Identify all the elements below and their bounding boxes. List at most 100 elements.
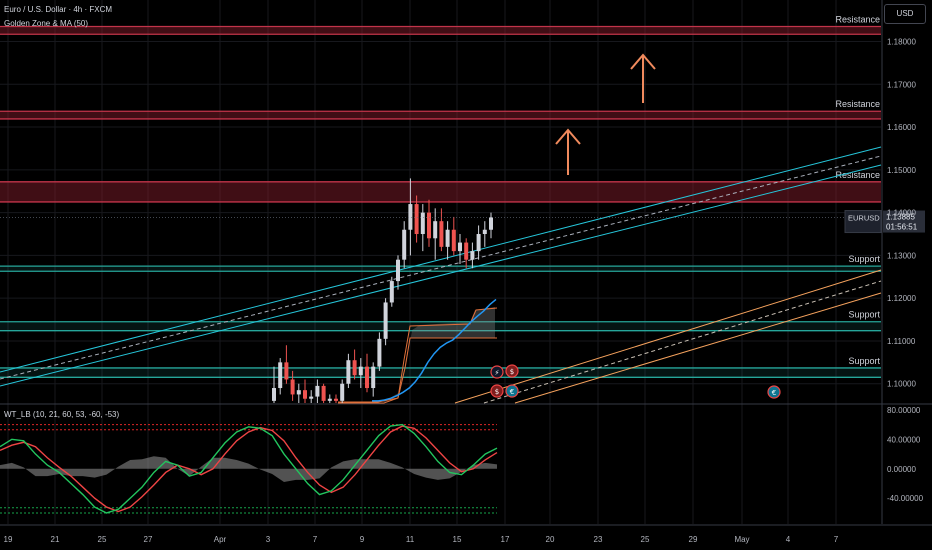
economic-event-icon <box>767 385 781 399</box>
wt1-line <box>0 423 498 514</box>
resistance-zone <box>0 111 881 119</box>
candle-up <box>420 212 425 235</box>
golden-zone-lower <box>338 337 497 404</box>
symbol-tag <box>844 210 882 234</box>
time-tick-label: 3 <box>266 535 271 544</box>
price-tick-label: 1.14000 <box>887 209 916 218</box>
time-tick-label: 7 <box>834 535 839 544</box>
candle-up <box>489 217 493 230</box>
last-price-tag <box>883 210 925 233</box>
up-arrow-head <box>630 53 656 70</box>
symbol-title[interactable]: Euro / U.S. Dollar · 4h · FXCM <box>4 5 113 14</box>
event-markers[interactable]: ⚡ $ $ € € <box>490 364 781 399</box>
resistance-label: Resistance <box>835 99 880 109</box>
time-axis: 19 21 25 27 Apr 3 7 9 11 15 17 20 23 25 29 May 4 7 <box>0 524 932 544</box>
trend-channels <box>0 146 882 404</box>
support-zone <box>0 266 881 272</box>
up-arrows <box>555 53 656 175</box>
time-tick-label: 27 <box>144 535 153 544</box>
wt-oscillator-pane: 80.00000 40.00000 0.00000 -40.00000 <box>0 403 932 514</box>
price-tick-label: 1.16000 <box>887 123 916 132</box>
time-tick-label: 19 <box>4 535 13 544</box>
blue-channel-lower <box>0 164 882 387</box>
time-tick-label: 17 <box>501 535 510 544</box>
economic-event-glyph: ⚡ <box>495 369 500 377</box>
osc-tick-label: 0.00000 <box>887 465 916 474</box>
symbol-tag-text: EURUSD <box>848 214 880 223</box>
wt-histogram <box>0 456 497 483</box>
time-tick-label: 11 <box>406 535 415 544</box>
up-arrow-head <box>555 128 581 145</box>
time-tick-label: 4 <box>786 535 791 544</box>
resistance-zone <box>0 181 881 202</box>
candle-up <box>340 383 345 401</box>
candle-up <box>445 229 450 247</box>
time-tick-label: 25 <box>98 535 107 544</box>
golden-zone-fill <box>378 307 495 402</box>
time-tick-label: 25 <box>641 535 650 544</box>
price-tick-label: 1.10000 <box>887 380 916 389</box>
candle-up <box>383 302 388 339</box>
candle-up <box>346 360 351 384</box>
economic-event-glyph: $ <box>495 388 499 396</box>
time-tick-label: May <box>734 535 749 544</box>
candle-down <box>427 212 431 239</box>
last-price-value: 1.13885 <box>886 213 915 222</box>
candle-down <box>464 242 469 260</box>
resistance-label: Resistance <box>835 15 880 25</box>
time-tick-label: 15 <box>453 535 462 544</box>
economic-event-icon <box>505 364 519 378</box>
economic-event-glyph: € <box>772 389 776 397</box>
candle-up <box>358 366 363 376</box>
price-tick-label: 1.15000 <box>887 166 916 175</box>
candle-down <box>451 229 456 252</box>
golden-zone-upper <box>338 307 498 403</box>
orange-channel-upper <box>454 269 882 404</box>
currency-button[interactable]: USD <box>884 4 926 24</box>
orange-channel-middle <box>483 280 882 404</box>
time-tick-label: Apr <box>214 535 227 544</box>
candle-up <box>377 338 382 367</box>
osc-tick-label: -40.00000 <box>887 494 924 503</box>
time-tick-label: 21 <box>51 535 60 544</box>
support-zone <box>0 321 881 331</box>
candle-down <box>284 362 289 380</box>
wt2-line <box>0 425 498 513</box>
price-tick-label: 1.12000 <box>887 294 916 303</box>
indicator-title[interactable]: Golden Zone & MA (50) <box>4 19 89 28</box>
time-tick-label: 7 <box>313 535 318 544</box>
osc-tick-label: 40.00000 <box>887 435 921 444</box>
economic-event-icon <box>505 384 519 398</box>
time-tick-label: 9 <box>360 535 365 544</box>
candle-down <box>439 221 444 247</box>
ma-50-path <box>372 298 497 402</box>
candle-up <box>315 385 320 397</box>
time-tick-label: 29 <box>689 535 698 544</box>
support-zone <box>0 367 881 378</box>
candle-up <box>402 229 407 260</box>
candle-up <box>476 234 481 252</box>
candle-down <box>321 385 326 401</box>
candle-up <box>272 388 276 401</box>
time-tick-label: 20 <box>546 535 555 544</box>
orange-channel-lower <box>514 292 882 404</box>
price-tick-label: 1.11000 <box>887 337 916 346</box>
candle-up <box>389 281 394 303</box>
grid-lines <box>0 0 881 524</box>
candle-up <box>371 366 376 389</box>
candle-up <box>408 204 413 230</box>
candle-series[interactable] <box>272 178 493 403</box>
price-tick-label: 1.13000 <box>887 251 916 260</box>
candle-up <box>482 229 487 235</box>
osc-tick-label: 80.00000 <box>887 406 921 415</box>
resistance-zone <box>0 26 881 35</box>
price-tick-label: 1.18000 <box>887 37 916 46</box>
oscillator-title[interactable]: WT_LB (10, 21, 60, 53, -60, -53) <box>4 410 120 419</box>
support-label: Support <box>848 254 880 264</box>
economic-event-icon <box>490 365 504 379</box>
blue-channel-upper <box>0 146 882 373</box>
support-label: Support <box>848 310 880 320</box>
blue-channel-middle <box>0 155 882 380</box>
